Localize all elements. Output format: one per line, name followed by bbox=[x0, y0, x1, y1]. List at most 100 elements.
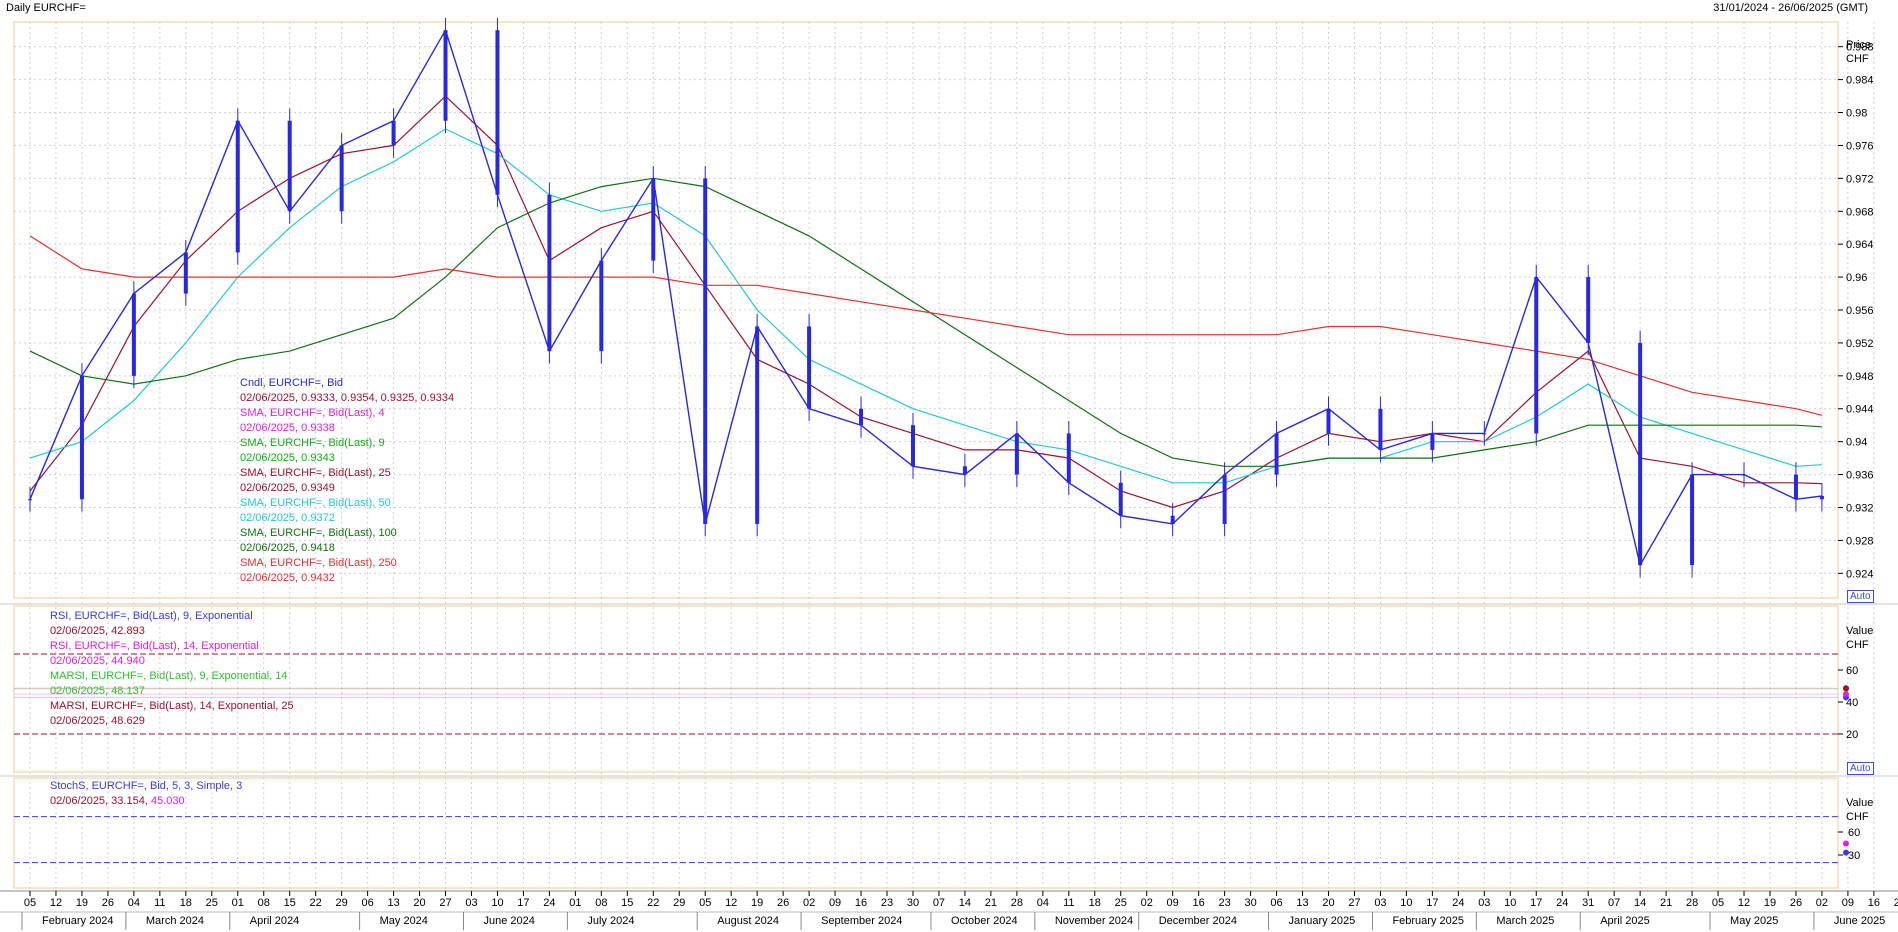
x-tick-label: 21 bbox=[985, 897, 997, 909]
date-range: 31/01/2024 - 26/06/2025 (GMT) bbox=[1713, 2, 1868, 14]
x-tick-label: 15 bbox=[621, 897, 633, 909]
month-label: June 2024 bbox=[483, 915, 534, 927]
month-label: September 2024 bbox=[821, 915, 902, 927]
rsi-marker-3 bbox=[1843, 685, 1849, 692]
candle-body bbox=[599, 260, 604, 352]
month-label: July 2024 bbox=[587, 915, 634, 927]
stoch-tick-label: 60 bbox=[1848, 827, 1860, 839]
rsi-axis-unit: CHF bbox=[1846, 639, 1869, 651]
x-tick-label: 26 bbox=[1790, 897, 1802, 909]
stoch-legend-value2: 45.030 bbox=[150, 795, 185, 807]
stoch-axis-unit: CHF bbox=[1846, 811, 1869, 823]
x-tick-label: 06 bbox=[361, 897, 373, 909]
candle-body bbox=[1793, 474, 1798, 500]
price-tick-label: 0.952 bbox=[1846, 338, 1874, 350]
month-label: June 2025 bbox=[1834, 915, 1885, 927]
month-label: October 2024 bbox=[951, 915, 1018, 927]
panel-frame-1 bbox=[13, 605, 1839, 773]
x-tick-label: 07 bbox=[933, 897, 945, 909]
x-tick-label: 15 bbox=[284, 897, 296, 909]
price-tick-label: 0.984 bbox=[1846, 75, 1874, 87]
price-legend-value-3: 02/06/2025, 0.9349 bbox=[240, 482, 335, 494]
price-auto-button[interactable]: Auto bbox=[1847, 590, 1874, 603]
stoch-d-marker bbox=[1843, 840, 1849, 847]
price-legend-value-5: 02/06/2025, 0.9418 bbox=[240, 542, 335, 554]
candle-body bbox=[1586, 277, 1591, 343]
stoch-tick-label: 30 bbox=[1848, 850, 1860, 862]
price-tick-label: 0.96 bbox=[1846, 272, 1867, 284]
sma-line-3 bbox=[29, 177, 1822, 467]
x-tick-label: 27 bbox=[439, 897, 451, 909]
rsi-legend: RSI, EURCHF=, Bid(Last), 9, Exponential 0… bbox=[50, 609, 294, 729]
rsi-auto-button[interactable]: Auto bbox=[1847, 762, 1874, 775]
price-legend-value-4: 02/06/2025, 0.9372 bbox=[240, 512, 335, 524]
x-tick-label: 21 bbox=[1660, 897, 1672, 909]
x-tick-label: 17 bbox=[1530, 897, 1542, 909]
price-tick-label: 0.948 bbox=[1846, 371, 1874, 383]
candle-body bbox=[1326, 408, 1331, 434]
candle-body bbox=[183, 252, 188, 294]
rsi-legend-value-1: 02/06/2025, 44.940 bbox=[50, 655, 145, 667]
rsi-legend-name-0: RSI, EURCHF=, Bid(Last), 9, Exponential bbox=[50, 610, 253, 622]
x-tick-label: 16 bbox=[1868, 897, 1880, 909]
candle-body bbox=[703, 178, 708, 524]
price-legend-name-0: Cndl, EURCHF=, Bid bbox=[240, 377, 344, 389]
x-tick-label: 26 bbox=[102, 897, 114, 909]
x-tick-label: 06 bbox=[1270, 897, 1282, 909]
x-tick-label: 25 bbox=[1115, 897, 1127, 909]
candle-body bbox=[131, 293, 136, 376]
stoch-legend-name: StochS, EURCHF=, Bid, 5, 3, Simple, 3 bbox=[50, 780, 243, 792]
x-tick-label: 02 bbox=[1816, 897, 1828, 909]
price-legend-name-6: SMA, EURCHF=, Bid(Last), 250 bbox=[240, 557, 397, 569]
x-tick-label: 14 bbox=[959, 897, 971, 909]
price-tick-label: 0.944 bbox=[1846, 404, 1874, 416]
x-tick-label: 18 bbox=[1089, 897, 1101, 909]
price-legend-value-1: 02/06/2025, 0.9338 bbox=[240, 422, 335, 434]
rsi-marker-1 bbox=[1843, 691, 1849, 698]
candle-body bbox=[1274, 433, 1279, 475]
candle-body bbox=[1014, 433, 1019, 475]
price-axis-unit: CHF bbox=[1846, 53, 1869, 65]
price-legend: Cndl, EURCHF=, Bid 02/06/2025, 0.9333, 0.… bbox=[240, 376, 454, 586]
candle-body bbox=[547, 194, 552, 352]
x-tick-label: 05 bbox=[24, 897, 36, 909]
month-label: January 2025 bbox=[1289, 915, 1356, 927]
price-tick-label: 0.94 bbox=[1846, 437, 1867, 449]
x-tick-label: 22 bbox=[647, 897, 659, 909]
x-tick-label: 27 bbox=[1348, 897, 1360, 909]
x-tick-label: 13 bbox=[1296, 897, 1308, 909]
price-legend-name-5: SMA, EURCHF=, Bid(Last), 100 bbox=[240, 527, 397, 539]
month-label: April 2024 bbox=[250, 915, 300, 927]
x-tick-label: 22 bbox=[310, 897, 322, 909]
x-tick-label: 19 bbox=[76, 897, 88, 909]
price-tick-label: 0.932 bbox=[1846, 502, 1874, 514]
candle-body bbox=[28, 499, 32, 501]
price-tick-label: 0.964 bbox=[1846, 239, 1874, 251]
x-tick-label: 23 bbox=[881, 897, 893, 909]
candle-close-line bbox=[29, 28, 1822, 567]
price-tick-label: 0.976 bbox=[1846, 140, 1874, 152]
x-tick-label: 10 bbox=[1400, 897, 1412, 909]
x-tick-label: 28 bbox=[1686, 897, 1698, 909]
x-tick-label: 19 bbox=[751, 897, 763, 909]
x-tick-label: 14 bbox=[1634, 897, 1646, 909]
candle-body bbox=[807, 326, 812, 409]
price-tick-label: 0.968 bbox=[1846, 206, 1874, 218]
rsi-legend-value-0: 02/06/2025, 42.893 bbox=[50, 625, 145, 637]
x-tick-label: 10 bbox=[1504, 897, 1516, 909]
x-tick-label: 11 bbox=[1063, 897, 1074, 909]
x-tick-label: 09 bbox=[829, 897, 841, 909]
x-tick-label: 02 bbox=[803, 897, 815, 909]
x-tick-label: 30 bbox=[1244, 897, 1256, 909]
month-label: August 2024 bbox=[717, 915, 779, 927]
rsi-tick-label: 40 bbox=[1846, 697, 1858, 709]
candle-body bbox=[1222, 474, 1227, 524]
stoch-legend-date: 02/06/2025, 33.154, bbox=[50, 795, 151, 807]
rsi-tick-label: 20 bbox=[1846, 729, 1858, 741]
x-tick-label: 23 bbox=[1894, 897, 1898, 909]
candle-body bbox=[1378, 408, 1383, 450]
sma-line-1 bbox=[29, 95, 1822, 509]
rsi-legend-name-1: RSI, EURCHF=, Bid(Last), 14, Exponential bbox=[50, 640, 259, 652]
x-tick-label: 08 bbox=[595, 897, 607, 909]
